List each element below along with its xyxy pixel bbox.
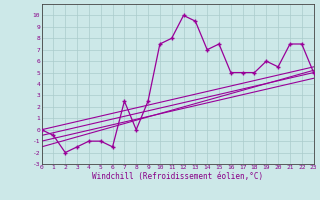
X-axis label: Windchill (Refroidissement éolien,°C): Windchill (Refroidissement éolien,°C): [92, 172, 263, 181]
